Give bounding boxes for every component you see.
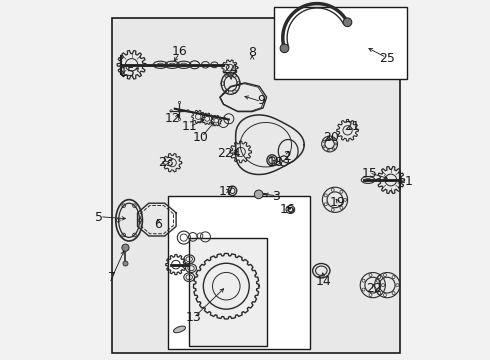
Text: 17: 17	[219, 185, 234, 198]
Text: 6: 6	[154, 219, 162, 231]
Text: 224: 224	[217, 147, 241, 159]
Circle shape	[123, 261, 128, 266]
Circle shape	[343, 18, 352, 27]
Text: 15: 15	[120, 66, 136, 79]
Text: 14: 14	[316, 275, 331, 288]
Text: 13: 13	[186, 311, 202, 324]
Text: 19: 19	[330, 196, 346, 209]
Circle shape	[122, 244, 129, 251]
Text: 8: 8	[248, 46, 256, 59]
Bar	[112, 18, 400, 353]
Text: 25: 25	[379, 52, 395, 65]
Circle shape	[280, 44, 289, 53]
Ellipse shape	[173, 326, 186, 333]
Text: 7: 7	[108, 271, 116, 284]
Circle shape	[254, 190, 263, 199]
Text: 23: 23	[158, 156, 173, 169]
Text: 5: 5	[95, 211, 103, 224]
Bar	[168, 196, 310, 349]
Text: 22: 22	[366, 282, 382, 295]
Text: 18: 18	[268, 156, 284, 169]
Text: 20: 20	[323, 131, 339, 144]
Text: 24: 24	[222, 63, 238, 76]
Bar	[189, 238, 267, 346]
Text: 16: 16	[172, 45, 187, 58]
Text: 15: 15	[361, 167, 377, 180]
Text: 16: 16	[280, 203, 295, 216]
Text: 11: 11	[181, 120, 197, 133]
Text: 3: 3	[272, 190, 280, 203]
Text: 21: 21	[344, 120, 360, 133]
Text: 1: 1	[405, 175, 413, 188]
Text: 9: 9	[257, 94, 265, 107]
Text: 10: 10	[193, 131, 209, 144]
Text: 2: 2	[284, 150, 292, 163]
Text: 12: 12	[165, 112, 180, 125]
Circle shape	[178, 109, 181, 112]
Bar	[274, 7, 407, 79]
